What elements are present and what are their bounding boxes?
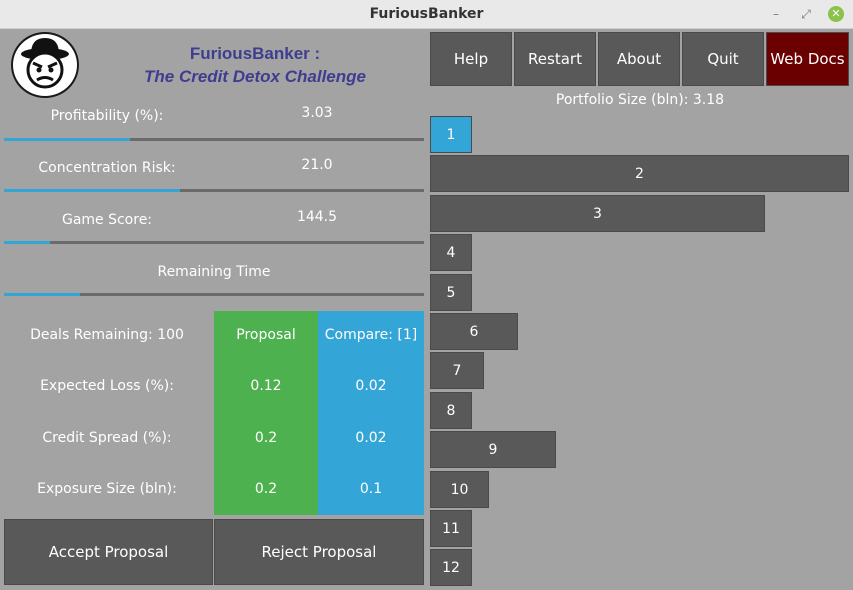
app-title: FuriousBanker : [189,44,321,63]
minimize-icon[interactable]: – [773,7,779,21]
compare-header: Compare: [1] [324,327,418,343]
portfolio-size: Portfolio Size (bln): 3.18 [555,92,725,108]
concentration-risk-label: Concentration Risk: [38,160,176,176]
web-docs-button[interactable]: Web Docs [766,32,849,86]
game-score-slider-fill [4,241,51,244]
concentration-risk-slider[interactable] [4,189,424,192]
banker-logo [11,32,79,98]
maximize-icon[interactable]: ⤢ [801,7,811,21]
portfolio-bar-11[interactable]: 11 [430,510,472,547]
accept-proposal-button[interactable]: Accept Proposal [4,519,213,585]
proposal-header: Proposal [236,327,296,343]
app-subtitle: The Credit Detox Challenge [144,67,366,86]
proposal-credit-spread: 0.2 [254,430,278,446]
game-score-slider[interactable] [4,241,424,244]
credit-spread-label: Credit Spread (%): [42,430,172,446]
deals-remaining: Deals Remaining: 100 [30,327,184,343]
portfolio-bar-9[interactable]: 9 [430,431,556,468]
remaining-time-slider[interactable] [4,293,424,296]
game-score-value: 144.5 [296,209,338,225]
compare-column: Compare: [1] 0.02 0.02 0.1 [318,311,424,515]
portfolio-bar-3[interactable]: 3 [430,195,765,232]
profitability-label: Profitability (%): [50,108,164,124]
portfolio-bar-1[interactable]: 1 [430,116,472,153]
close-icon[interactable]: ✕ [828,6,844,22]
quit-button[interactable]: Quit [682,32,764,86]
restart-button[interactable]: Restart [514,32,596,86]
window-title: FuriousBanker [369,6,484,22]
compare-exposure-size: 0.1 [359,481,383,497]
game-score-label: Game Score: [61,212,153,228]
concentration-risk-value: 21.0 [301,157,333,173]
portfolio-bar-10[interactable]: 10 [430,471,489,508]
window-titlebar: FuriousBanker – ⤢ ✕ [0,0,853,29]
about-button[interactable]: About [598,32,680,86]
portfolio-bar-12[interactable]: 12 [430,549,472,586]
proposal-exposure-size: 0.2 [254,481,278,497]
portfolio-bar-8[interactable]: 8 [430,392,472,429]
help-button[interactable]: Help [430,32,512,86]
portfolio-bar-4[interactable]: 4 [430,234,472,271]
remaining-time-slider-fill [4,293,80,296]
compare-credit-spread: 0.02 [355,430,387,446]
profitability-slider-fill [4,138,130,141]
portfolio-bar-2[interactable]: 2 [430,155,849,192]
profitability-value: 3.03 [301,105,333,121]
exposure-size-label: Exposure Size (bln): [37,481,177,497]
proposal-expected-loss: 0.12 [250,378,282,394]
portfolio-bar-6[interactable]: 6 [430,313,518,350]
concentration-risk-slider-fill [4,189,181,192]
reject-proposal-button[interactable]: Reject Proposal [214,519,424,585]
portfolio-bar-7[interactable]: 7 [430,352,484,389]
expected-loss-label: Expected Loss (%): [40,378,174,394]
compare-expected-loss: 0.02 [355,378,387,394]
portfolio-bar-5[interactable]: 5 [430,274,472,311]
remaining-time-label: Remaining Time [157,264,271,280]
proposal-column: Proposal 0.12 0.2 0.2 [214,311,318,515]
profitability-slider[interactable] [4,138,424,141]
angry-banker-icon [21,38,69,89]
